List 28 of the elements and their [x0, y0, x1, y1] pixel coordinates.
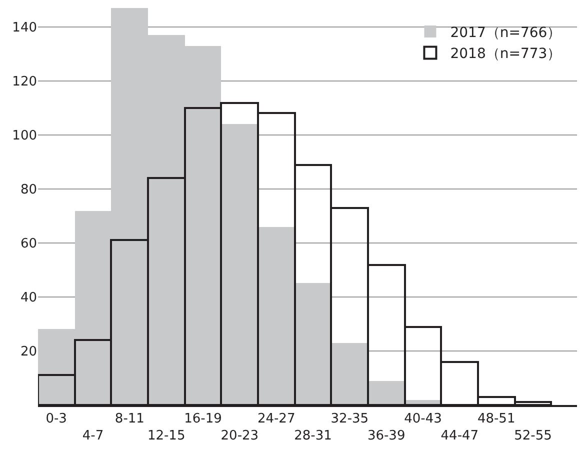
x-tick-label: 12-15 — [147, 428, 186, 444]
x-tick-label: 24-27 — [257, 411, 296, 426]
x-tick-label: 8-11 — [114, 411, 144, 426]
legend-label: 2017（n=766） — [450, 25, 562, 41]
x-tick-label: 0-3 — [46, 411, 67, 426]
x-tick-label: 44-47 — [440, 428, 479, 444]
x-tick-label: 16-19 — [184, 411, 222, 426]
x-tick-label: 32-35 — [330, 411, 369, 426]
bar — [258, 227, 295, 405]
y-tick-label: 120 — [12, 74, 37, 90]
y-tick-label: 40 — [20, 290, 37, 306]
x-tick-label: 52-55 — [514, 428, 552, 444]
bar — [331, 343, 368, 405]
x-tick-label: 48-51 — [477, 411, 516, 426]
legend-label: 2018（n=773） — [450, 46, 562, 62]
y-tick-label: 80 — [20, 182, 37, 198]
bar — [295, 283, 331, 405]
bar — [221, 124, 258, 405]
x-tick-label: 40-43 — [404, 411, 442, 426]
x-tick-label: 20-23 — [220, 428, 259, 444]
y-tick-label: 140 — [12, 20, 37, 36]
y-tick-label: 20 — [20, 344, 37, 360]
bar — [368, 381, 405, 405]
x-tick-label: 36-39 — [367, 428, 406, 444]
x-tick-label: 4-7 — [82, 428, 104, 444]
y-tick-label: 60 — [20, 236, 37, 252]
y-tick-label: 100 — [12, 128, 37, 144]
x-tick-label: 28-31 — [294, 428, 332, 444]
